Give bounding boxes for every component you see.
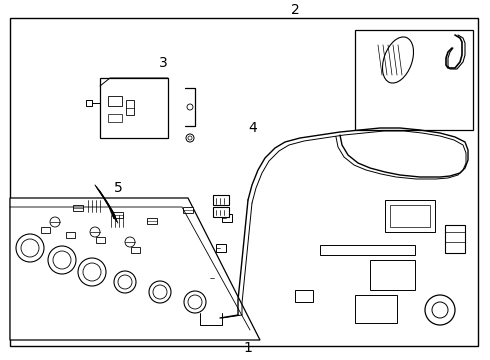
Bar	[100, 78, 168, 138]
Circle shape	[125, 237, 135, 247]
Text: 2: 2	[291, 3, 299, 17]
Bar	[131, 247, 140, 253]
Bar	[183, 207, 193, 213]
Bar	[390, 205, 430, 227]
Bar	[355, 30, 473, 130]
Bar	[200, 313, 222, 325]
Ellipse shape	[383, 37, 414, 83]
Bar	[213, 207, 229, 217]
Circle shape	[83, 263, 101, 281]
Bar	[108, 96, 122, 106]
Bar	[355, 295, 397, 323]
Circle shape	[48, 246, 76, 274]
Circle shape	[186, 134, 194, 142]
Bar	[320, 245, 415, 255]
Bar	[216, 244, 226, 252]
Circle shape	[188, 295, 202, 309]
Circle shape	[118, 275, 132, 289]
Circle shape	[187, 104, 193, 110]
Bar	[147, 218, 157, 224]
Bar	[126, 100, 134, 115]
Text: 1: 1	[244, 341, 252, 355]
Bar	[66, 232, 75, 238]
Circle shape	[114, 271, 136, 293]
Bar	[213, 195, 229, 205]
Bar	[370, 260, 415, 290]
Circle shape	[184, 291, 206, 313]
Text: 4: 4	[248, 121, 257, 135]
Bar	[108, 114, 122, 122]
Circle shape	[153, 285, 167, 299]
Polygon shape	[10, 198, 260, 340]
Bar	[108, 215, 128, 227]
Bar	[96, 237, 105, 243]
Circle shape	[16, 234, 44, 262]
Circle shape	[53, 251, 71, 269]
Circle shape	[432, 302, 448, 318]
Circle shape	[50, 217, 60, 227]
Circle shape	[425, 295, 455, 325]
Bar	[222, 214, 232, 222]
Circle shape	[90, 227, 100, 237]
Text: 3: 3	[159, 56, 168, 70]
Bar	[113, 212, 123, 218]
Circle shape	[149, 281, 171, 303]
Circle shape	[78, 258, 106, 286]
Bar	[41, 227, 50, 233]
Bar	[210, 274, 220, 282]
Text: 5: 5	[114, 181, 122, 195]
Bar	[73, 205, 83, 211]
Bar	[385, 200, 435, 232]
Bar	[295, 290, 313, 302]
Bar	[85, 200, 105, 212]
Bar	[445, 225, 465, 253]
Circle shape	[188, 136, 192, 140]
Circle shape	[21, 239, 39, 257]
